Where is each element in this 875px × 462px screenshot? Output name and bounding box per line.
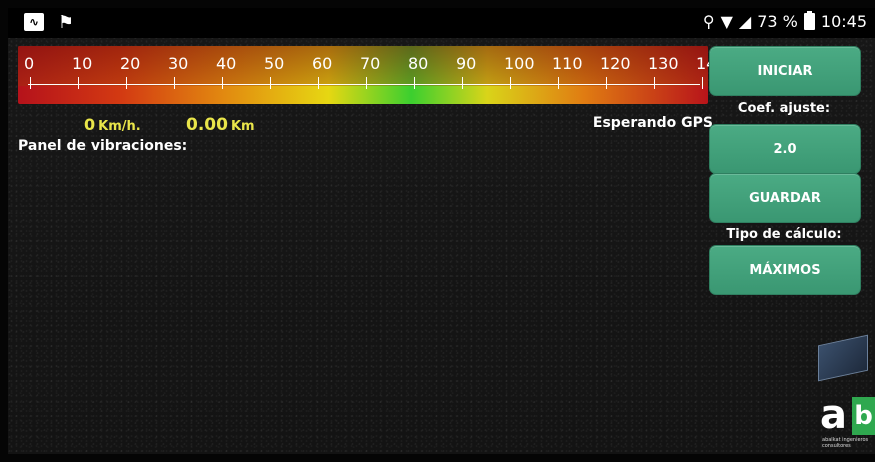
speed-scale-tick bbox=[510, 77, 511, 89]
distance-value: 0.00 bbox=[186, 115, 228, 135]
start-button[interactable]: INICIAR bbox=[709, 46, 861, 96]
save-button[interactable]: GUARDAR bbox=[709, 173, 861, 223]
speed-scale-tick bbox=[126, 77, 127, 89]
speed-scale-tick bbox=[654, 77, 655, 89]
distance-readout: 0.00 Km bbox=[186, 115, 255, 135]
coef-value-button[interactable]: 2.0 bbox=[709, 124, 861, 174]
speed-scale-tick bbox=[270, 77, 271, 89]
speed-scale-label: 90 bbox=[456, 54, 477, 73]
logo-letter-b: b bbox=[852, 397, 875, 435]
speed-scale-label: 0 bbox=[24, 54, 35, 73]
speed-readout: 0 Km/h. bbox=[84, 115, 141, 134]
gps-status: Esperando GPS bbox=[592, 115, 713, 131]
speed-value: 0 bbox=[84, 115, 96, 134]
status-left-icons: ∿ ⚑ bbox=[24, 11, 76, 33]
location-icon: ⚲ bbox=[702, 12, 715, 31]
speed-scale-label: 70 bbox=[360, 54, 381, 73]
speed-scale-label: 110 bbox=[552, 54, 583, 73]
wifi-icon: ▼ bbox=[720, 12, 733, 31]
activity-icon: ∿ bbox=[24, 13, 44, 31]
speed-scale-tick bbox=[702, 77, 703, 89]
speed-scale-label: 130 bbox=[648, 54, 679, 73]
speed-scale-label: 60 bbox=[312, 54, 333, 73]
speed-scale-tick bbox=[558, 77, 559, 89]
speed-scale-label: 30 bbox=[168, 54, 189, 73]
speed-scale-tick bbox=[174, 77, 175, 89]
calc-type-button[interactable]: MÁXIMOS bbox=[709, 245, 861, 295]
calc-type-label: Tipo de cálculo: bbox=[726, 227, 842, 242]
speed-scale-tick bbox=[78, 77, 79, 89]
status-bar: ∿ ⚑ ⚲ ▼ ◢ 73 % 10:45 bbox=[8, 8, 875, 38]
clock: 10:45 bbox=[820, 12, 867, 31]
speed-scale-label: 50 bbox=[264, 54, 285, 73]
speed-scale-tick bbox=[462, 77, 463, 89]
speed-scale-tick bbox=[30, 77, 31, 89]
speed-scale-tick bbox=[606, 77, 607, 89]
signal-icon: ◢ bbox=[738, 12, 752, 31]
speed-scale: 0102030405060708090100110120130140 bbox=[18, 46, 727, 104]
speed-scale-shade bbox=[18, 46, 708, 86]
speed-scale-label: 40 bbox=[216, 54, 237, 73]
logo-letter-a: a bbox=[820, 392, 847, 438]
book-icon[interactable] bbox=[818, 334, 868, 382]
distance-unit: Km bbox=[230, 119, 255, 134]
status-right: ⚲ ▼ ◢ 73 % 10:45 bbox=[702, 11, 867, 31]
vibration-panel-title: Panel de vibraciones: bbox=[18, 138, 188, 154]
flag-icon: ⚑ bbox=[57, 11, 75, 33]
speed-unit: Km/h. bbox=[98, 119, 141, 134]
speed-scale-label: 20 bbox=[120, 54, 141, 73]
speed-scale-label: 10 bbox=[72, 54, 93, 73]
speed-scale-label: 120 bbox=[600, 54, 631, 73]
speed-scale-tick bbox=[366, 77, 367, 89]
battery-text: 73 % bbox=[757, 12, 798, 31]
coef-label: Coef. ajuste: bbox=[737, 101, 831, 116]
speed-scale-label: 80 bbox=[408, 54, 429, 73]
speed-scale-tick bbox=[222, 77, 223, 89]
speed-scale-label: 100 bbox=[504, 54, 535, 73]
logo-tagline: abalkat ingenieros consultores bbox=[822, 437, 869, 449]
speed-scale-tick bbox=[318, 77, 319, 89]
company-logo: a b abalkat ingenieros consultores bbox=[820, 395, 875, 454]
speed-scale-line bbox=[28, 84, 700, 85]
app-screen: ∿ ⚑ ⚲ ▼ ◢ 73 % 10:45 0 10 20 30 40 50 60 70 80 90… bbox=[8, 8, 875, 454]
battery-icon bbox=[803, 11, 815, 30]
speed-scale-tick bbox=[414, 77, 415, 89]
